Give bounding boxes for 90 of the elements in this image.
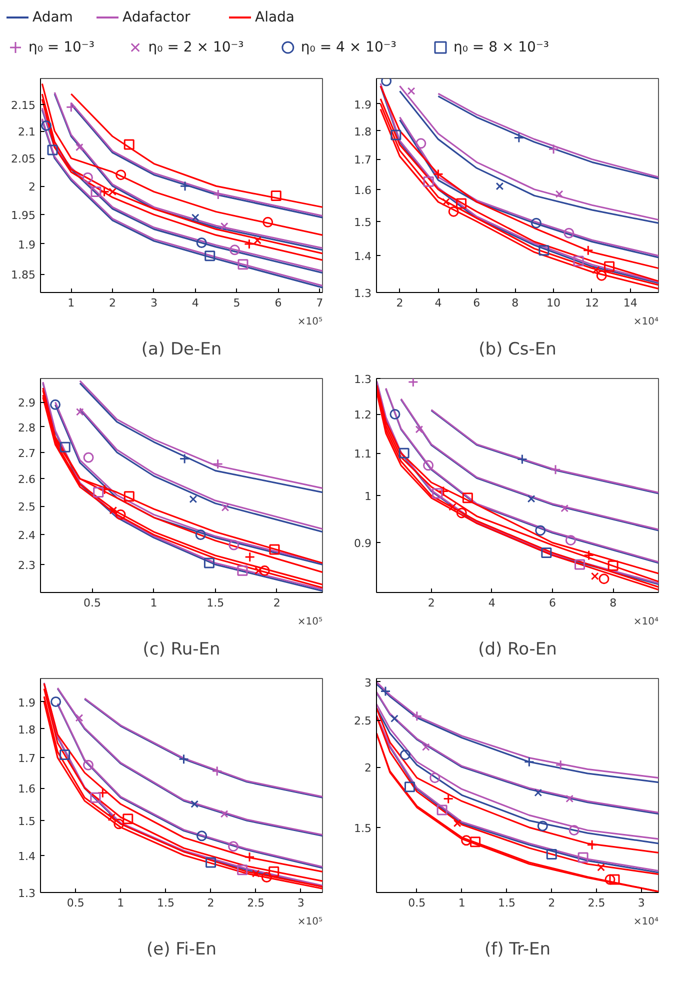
- text: (d) Ro-En: [478, 640, 557, 660]
- y-tick-label: 1.8: [18, 723, 36, 736]
- x-tick-label: 3: [150, 296, 158, 310]
- y-tick-label: 1.6: [354, 184, 372, 197]
- x-tick-label: 2: [273, 596, 280, 610]
- y-tick-label: 2.4: [18, 529, 36, 542]
- y-tick-label: 2.3: [18, 559, 36, 572]
- text: ×10⁴: [633, 316, 659, 328]
- text: ×10⁵: [297, 616, 323, 628]
- y-tick-label: 2.7: [18, 446, 36, 460]
- x-tick-label: 4: [434, 296, 442, 310]
- y-tick-label: 1.2: [354, 408, 372, 422]
- text: ×10⁴: [633, 916, 659, 928]
- x-tick-label: 2: [109, 296, 116, 310]
- y-tick-label: 1.85: [11, 268, 36, 282]
- x-tick-label: 1: [117, 896, 124, 910]
- x-tick-label: 1: [150, 596, 158, 610]
- y-tick-label: 1.4: [354, 250, 372, 264]
- y-tick-label: 1.9: [354, 98, 372, 112]
- y-tick-label: 1.7: [18, 752, 36, 766]
- x-tick-label: 5: [233, 296, 240, 310]
- text: ×10⁵: [297, 316, 323, 328]
- y-tick-label: 2.05: [11, 152, 36, 166]
- legend-label: Adafactor: [122, 10, 191, 26]
- y-tick-label: 2.9: [18, 396, 36, 410]
- legend-label: Alada: [255, 10, 295, 26]
- x-tick-label: 0.5: [66, 896, 84, 910]
- y-tick-label: 1.3: [354, 287, 372, 300]
- legend-label: Adam: [32, 10, 73, 26]
- y-tick-label: 2.6: [18, 473, 36, 486]
- y-tick-label: 2: [28, 180, 36, 194]
- y-tick-label: 1.7: [354, 154, 372, 167]
- x-tick-label: 1.5: [156, 896, 174, 910]
- x-tick-label: 4: [192, 296, 199, 310]
- x-tick-label: 2: [428, 596, 435, 610]
- x-tick-label: 2.5: [247, 896, 265, 910]
- x-tick-label: 10: [546, 296, 561, 310]
- y-tick-label: 1.5: [354, 216, 372, 229]
- x-tick-label: 8: [512, 296, 519, 310]
- y-tick-label: 2.1: [18, 126, 36, 138]
- x-tick-label: 6: [473, 296, 480, 310]
- y-tick-label: 2.15: [11, 98, 36, 112]
- y-tick-label: 1.9: [18, 238, 36, 252]
- y-tick-label: 3: [364, 676, 372, 690]
- text: (a) De-En: [141, 340, 222, 360]
- x-tick-label: 8: [610, 596, 617, 610]
- x-tick-label: 4: [488, 596, 496, 610]
- y-tick-label: 2.5: [354, 714, 372, 728]
- x-tick-label: 1.5: [206, 596, 224, 610]
- x-tick-label: 6: [274, 296, 282, 310]
- x-tick-label: 2: [207, 896, 214, 910]
- y-tick-label: 2.8: [18, 421, 36, 434]
- y-tick-label: 1.95: [11, 209, 36, 222]
- y-tick-label: 1.4: [18, 850, 36, 863]
- x-tick-label: 0.5: [83, 596, 101, 610]
- text: ×10⁵: [297, 916, 323, 928]
- x-tick-label: 1.5: [498, 896, 516, 910]
- x-tick-label: 1: [458, 896, 466, 910]
- y-tick-label: 2.5: [18, 500, 36, 514]
- y-tick-label: 0.9: [354, 537, 372, 550]
- legend-label: η₀ = 2 × 10⁻³: [148, 40, 244, 56]
- text: (f) Tr-En: [484, 940, 551, 960]
- x-tick-label: 0.5: [408, 896, 426, 910]
- x-tick-label: 3: [638, 896, 645, 910]
- y-tick-label: 2: [364, 762, 372, 775]
- legend-label: η₀ = 8 × 10⁻³: [454, 40, 549, 56]
- x-tick-label: 14: [623, 296, 638, 310]
- y-tick-label: 1.5: [18, 815, 36, 828]
- x-tick-label: 2.5: [588, 896, 606, 910]
- y-tick-label: 1.9: [18, 696, 36, 710]
- x-tick-label: 3: [297, 896, 304, 910]
- y-tick-label: 1.3: [18, 887, 36, 900]
- text: (e) Fi-En: [146, 940, 217, 960]
- text: (c) Ru-En: [142, 640, 220, 660]
- x-tick-label: 6: [548, 596, 556, 610]
- y-tick-label: 1.8: [354, 125, 372, 138]
- y-tick-label: 1.3: [354, 373, 372, 386]
- x-tick-label: 12: [584, 296, 599, 310]
- x-tick-label: 1: [68, 296, 75, 310]
- x-tick-label: 2: [396, 296, 404, 310]
- y-tick-label: 1.1: [354, 448, 372, 461]
- x-tick-label: 2: [548, 896, 556, 910]
- text: ×10⁴: [633, 616, 659, 628]
- x-tick-label: 7: [316, 296, 324, 310]
- legend-label: η₀ = 10⁻³: [28, 40, 94, 56]
- legend-label: η₀ = 4 × 10⁻³: [300, 40, 396, 56]
- text: (b) Cs-En: [478, 340, 556, 360]
- y-tick-label: 1.6: [18, 782, 36, 796]
- y-tick-label: 1: [364, 490, 372, 504]
- y-tick-label: 1.5: [354, 822, 372, 835]
